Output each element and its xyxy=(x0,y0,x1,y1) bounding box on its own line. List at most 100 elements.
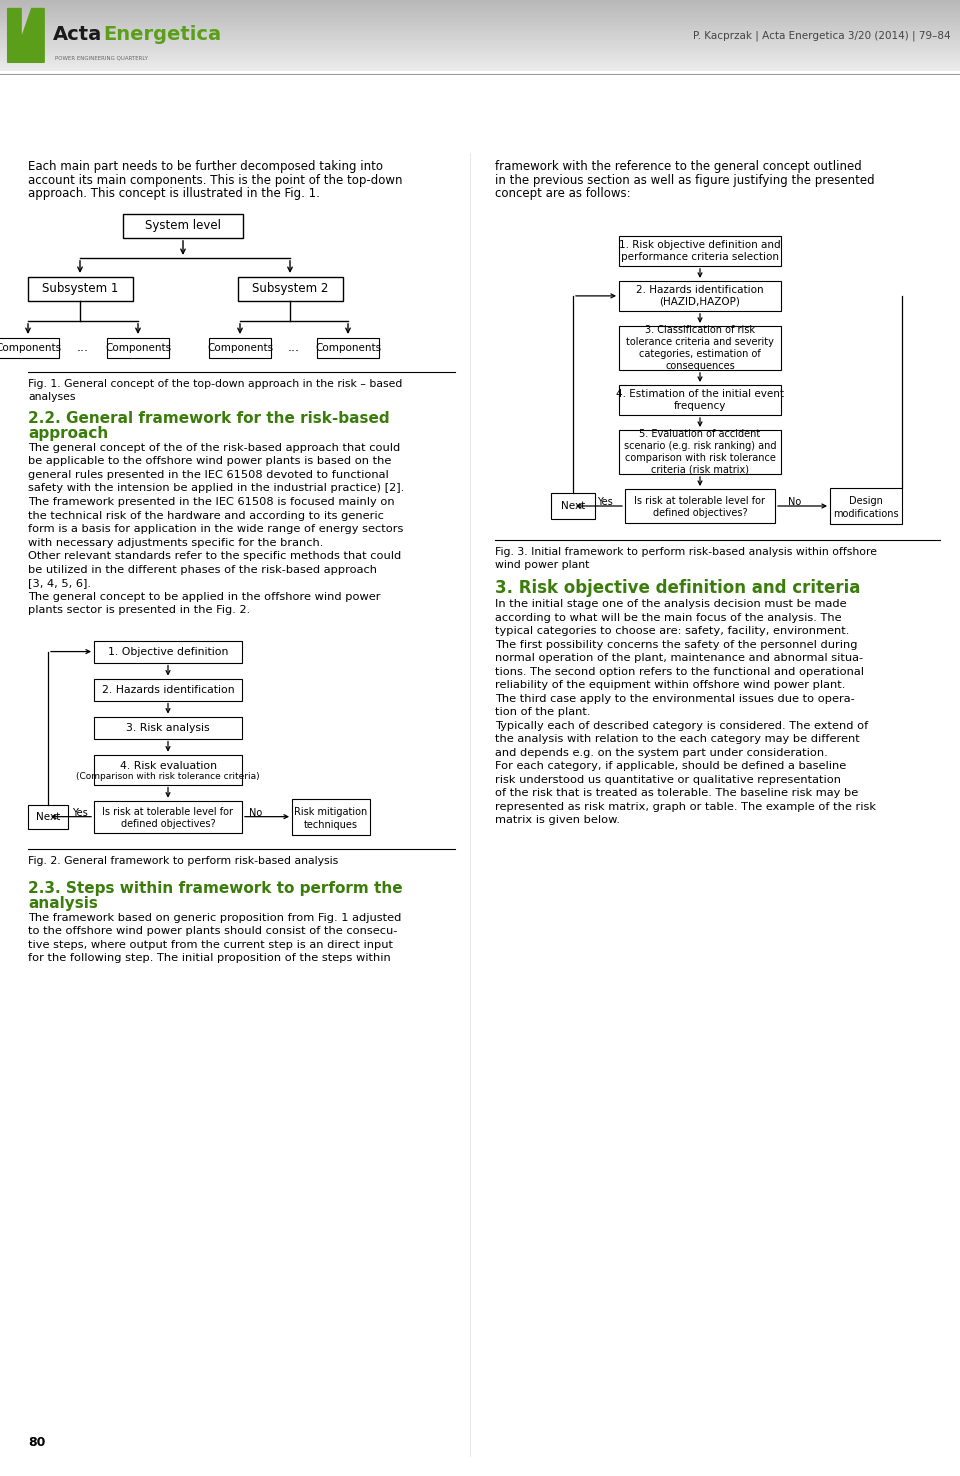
Text: Is risk at tolerable level for: Is risk at tolerable level for xyxy=(635,496,765,506)
Text: wind power plant: wind power plant xyxy=(495,559,589,570)
Text: Design: Design xyxy=(849,496,883,506)
FancyBboxPatch shape xyxy=(28,804,68,828)
FancyBboxPatch shape xyxy=(551,493,595,520)
Text: tion of the plant.: tion of the plant. xyxy=(495,707,590,717)
Text: matrix is given below.: matrix is given below. xyxy=(495,815,620,825)
Text: for the following step. The initial proposition of the steps within: for the following step. The initial prop… xyxy=(28,953,391,964)
Text: comparison with risk tolerance: comparison with risk tolerance xyxy=(625,453,776,463)
Text: [3, 4, 5, 6].: [3, 4, 5, 6]. xyxy=(28,579,91,587)
Text: risk understood us quantitative or qualitative representation: risk understood us quantitative or quali… xyxy=(495,775,841,785)
Text: tions. The second option refers to the functional and operational: tions. The second option refers to the f… xyxy=(495,667,864,676)
Text: The general concept to be applied in the offshore wind power: The general concept to be applied in the… xyxy=(28,592,380,602)
FancyBboxPatch shape xyxy=(94,754,242,785)
Text: to the offshore wind power plants should consist of the consecu-: to the offshore wind power plants should… xyxy=(28,927,397,936)
Text: 3. Risk objective definition and criteria: 3. Risk objective definition and criteri… xyxy=(495,579,860,596)
Text: techniques: techniques xyxy=(304,819,358,830)
Text: form is a basis for application in the wide range of energy sectors: form is a basis for application in the w… xyxy=(28,524,403,534)
Text: defined objectives?: defined objectives? xyxy=(121,819,215,828)
Text: 1. Objective definition: 1. Objective definition xyxy=(108,646,228,657)
Text: 2.3. Steps within framework to perform the: 2.3. Steps within framework to perform t… xyxy=(28,881,402,896)
Text: typical categories to choose are: safety, facility, environment.: typical categories to choose are: safety… xyxy=(495,626,850,636)
Text: 5. Evaluation of accident: 5. Evaluation of accident xyxy=(639,430,760,438)
Text: Components: Components xyxy=(315,342,381,353)
Text: Fig. 2. General framework to perform risk-based analysis: Fig. 2. General framework to perform ris… xyxy=(28,856,338,866)
Text: 2.2. General framework for the risk-based: 2.2. General framework for the risk-base… xyxy=(28,410,390,427)
Text: Fig. 1. General concept of the top-down approach in the risk – based: Fig. 1. General concept of the top-down … xyxy=(28,379,402,390)
Text: No: No xyxy=(788,497,802,506)
Text: Components: Components xyxy=(207,342,273,353)
FancyBboxPatch shape xyxy=(619,280,781,311)
Text: P. Kacprzak | Acta Energetica 3/20 (2014) | 79–84: P. Kacprzak | Acta Energetica 3/20 (2014… xyxy=(693,30,950,41)
Text: Yes: Yes xyxy=(597,497,612,506)
Text: 1. Risk objective definition and: 1. Risk objective definition and xyxy=(619,241,780,249)
Text: 4. Estimation of the initial event: 4. Estimation of the initial event xyxy=(616,390,784,399)
Text: (HAZID,HAZOP): (HAZID,HAZOP) xyxy=(660,297,740,307)
Text: the analysis with relation to the each category may be different: the analysis with relation to the each c… xyxy=(495,734,860,744)
Text: concept are as follows:: concept are as follows: xyxy=(495,187,631,201)
Text: Subsystem 2: Subsystem 2 xyxy=(252,282,328,295)
Text: plants sector is presented in the Fig. 2.: plants sector is presented in the Fig. 2… xyxy=(28,605,251,615)
Text: No: No xyxy=(250,807,263,818)
Text: the technical risk of the hardware and according to its generic: the technical risk of the hardware and a… xyxy=(28,511,384,521)
Text: be utilized in the different phases of the risk-based approach: be utilized in the different phases of t… xyxy=(28,564,377,574)
Text: The framework based on generic proposition from Fig. 1 adjusted: The framework based on generic propositi… xyxy=(28,912,401,922)
Text: in the previous section as well as figure justifying the presented: in the previous section as well as figur… xyxy=(495,174,875,187)
Text: Typically each of described category is considered. The extend of: Typically each of described category is … xyxy=(495,720,868,731)
Text: Is risk at tolerable level for: Is risk at tolerable level for xyxy=(103,807,233,816)
Text: 2. Hazards identification: 2. Hazards identification xyxy=(102,685,234,695)
FancyBboxPatch shape xyxy=(107,338,169,357)
FancyBboxPatch shape xyxy=(209,338,271,357)
FancyBboxPatch shape xyxy=(317,338,379,357)
Text: with necessary adjustments specific for the branch.: with necessary adjustments specific for … xyxy=(28,537,324,548)
Text: be applicable to the offshore wind power plants is based on the: be applicable to the offshore wind power… xyxy=(28,456,392,466)
Text: performance criteria selection: performance criteria selection xyxy=(621,252,779,261)
FancyBboxPatch shape xyxy=(94,717,242,738)
Text: Subsystem 1: Subsystem 1 xyxy=(42,282,118,295)
FancyBboxPatch shape xyxy=(619,236,781,266)
Text: The framework presented in the IEC 61508 is focused mainly on: The framework presented in the IEC 61508… xyxy=(28,497,395,506)
Text: 2. Hazards identification: 2. Hazards identification xyxy=(636,285,764,295)
Text: criteria (risk matrix): criteria (risk matrix) xyxy=(651,465,749,475)
FancyBboxPatch shape xyxy=(28,277,132,301)
Text: categories, estimation of: categories, estimation of xyxy=(639,348,761,359)
FancyBboxPatch shape xyxy=(94,679,242,701)
Polygon shape xyxy=(8,9,44,62)
Text: The third case apply to the environmental issues due to opera-: The third case apply to the environmenta… xyxy=(495,694,854,704)
FancyBboxPatch shape xyxy=(94,800,242,832)
FancyBboxPatch shape xyxy=(292,799,370,834)
Text: account its main components. This is the point of the top-down: account its main components. This is the… xyxy=(28,174,402,187)
Text: 3. Risk analysis: 3. Risk analysis xyxy=(126,723,210,732)
Text: modifications: modifications xyxy=(833,509,899,520)
Text: 80: 80 xyxy=(28,1436,45,1449)
Text: safety with the intension be applied in the industrial practice) [2].: safety with the intension be applied in … xyxy=(28,484,404,493)
Text: Components: Components xyxy=(0,342,61,353)
Text: represented as risk matrix, graph or table. The example of the risk: represented as risk matrix, graph or tab… xyxy=(495,801,876,812)
Text: general rules presented in the IEC 61508 devoted to functional: general rules presented in the IEC 61508… xyxy=(28,469,389,480)
Text: The general concept of the of the risk-based approach that could: The general concept of the of the risk-b… xyxy=(28,443,400,453)
Text: Other relevant standards refer to the specific methods that could: Other relevant standards refer to the sp… xyxy=(28,551,401,561)
Text: of the risk that is treated as tolerable. The baseline risk may be: of the risk that is treated as tolerable… xyxy=(495,788,858,799)
FancyBboxPatch shape xyxy=(619,326,781,370)
Text: Next: Next xyxy=(561,500,586,511)
Text: and depends e.g. on the system part under consideration.: and depends e.g. on the system part unde… xyxy=(495,748,828,757)
Text: tolerance criteria and severity: tolerance criteria and severity xyxy=(626,337,774,347)
FancyBboxPatch shape xyxy=(830,489,902,524)
Text: In the initial stage one of the analysis decision must be made: In the initial stage one of the analysis… xyxy=(495,599,847,610)
Text: analysis: analysis xyxy=(28,896,98,911)
Text: 4. Risk evaluation: 4. Risk evaluation xyxy=(119,762,217,770)
Text: 3. Classification of risk: 3. Classification of risk xyxy=(645,325,755,335)
Text: approach: approach xyxy=(28,427,108,441)
FancyBboxPatch shape xyxy=(237,277,343,301)
Text: Risk mitigation: Risk mitigation xyxy=(295,807,368,818)
Text: Yes: Yes xyxy=(72,807,88,818)
Text: approach. This concept is illustrated in the Fig. 1.: approach. This concept is illustrated in… xyxy=(28,187,320,201)
Text: ...: ... xyxy=(77,341,89,354)
FancyBboxPatch shape xyxy=(619,430,781,474)
Text: normal operation of the plant, maintenance and abnormal situa-: normal operation of the plant, maintenan… xyxy=(495,652,863,663)
Text: frequency: frequency xyxy=(674,401,726,410)
Text: System level: System level xyxy=(145,220,221,232)
Text: analyses: analyses xyxy=(28,393,76,401)
Text: Energetica: Energetica xyxy=(104,25,222,43)
FancyBboxPatch shape xyxy=(625,489,775,523)
FancyBboxPatch shape xyxy=(0,338,59,357)
